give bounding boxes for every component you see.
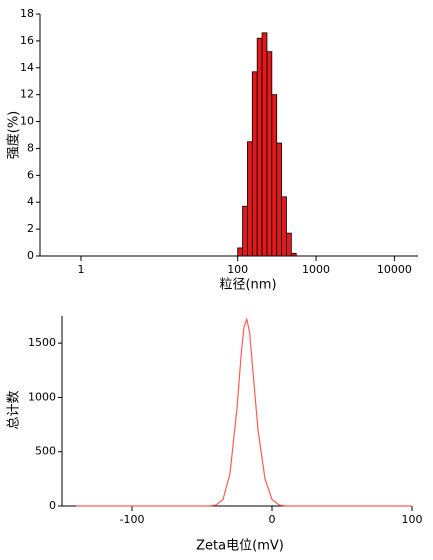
x-tick-label: 100 bbox=[227, 263, 248, 276]
bar bbox=[286, 232, 292, 257]
bar bbox=[256, 37, 263, 257]
y-tick-label: 0 bbox=[49, 499, 56, 512]
y-tick-label: 1000 bbox=[28, 390, 56, 403]
bar bbox=[247, 141, 253, 257]
x-axis-label: Zeta电位(mV) bbox=[196, 539, 284, 554]
bar bbox=[251, 71, 258, 257]
x-tick-label: 1000 bbox=[302, 263, 330, 276]
bar bbox=[266, 51, 273, 257]
y-tick-label: 16 bbox=[20, 34, 34, 47]
y-tick-label: 4 bbox=[27, 195, 34, 208]
bar bbox=[281, 196, 287, 257]
bar bbox=[242, 205, 248, 257]
bar bbox=[276, 142, 282, 257]
y-tick-label: 2 bbox=[27, 222, 34, 235]
y-axis-label: 总计数 bbox=[7, 390, 22, 429]
x-tick-label: -100 bbox=[120, 513, 145, 526]
y-tick-label: 10 bbox=[20, 115, 34, 128]
line bbox=[76, 317, 412, 507]
bar bbox=[290, 252, 297, 257]
y-tick-label: 6 bbox=[27, 168, 34, 181]
x-tick-label: 100 bbox=[402, 513, 423, 526]
bar bbox=[261, 32, 268, 257]
y-tick-label: 0 bbox=[27, 249, 34, 262]
x-tick-label: 1 bbox=[77, 263, 84, 276]
y-tick-label: 14 bbox=[20, 61, 34, 74]
bar bbox=[271, 94, 278, 257]
y-tick-label: 1500 bbox=[28, 336, 56, 349]
y-tick-label: 12 bbox=[20, 88, 34, 101]
y-tick-label: 8 bbox=[27, 141, 34, 154]
bar bbox=[237, 247, 243, 257]
x-tick-label: 0 bbox=[269, 513, 276, 526]
y-axis-label: 强度(%) bbox=[6, 111, 22, 160]
y-tick-label: 18 bbox=[20, 7, 34, 20]
x-tick-label: 10000 bbox=[377, 263, 412, 276]
x-axis-label: 粒径(nm) bbox=[219, 278, 276, 293]
y-tick-label: 500 bbox=[35, 445, 56, 458]
